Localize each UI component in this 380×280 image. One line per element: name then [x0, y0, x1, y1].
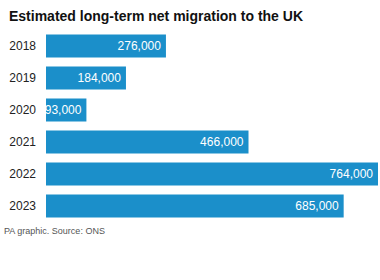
svg-text:466,000: 466,000: [200, 135, 244, 149]
svg-text:184,000: 184,000: [78, 71, 122, 85]
svg-text:2021: 2021: [9, 135, 36, 149]
svg-text:764,000: 764,000: [330, 167, 374, 181]
svg-text:276,000: 276,000: [118, 39, 162, 53]
svg-text:2023: 2023: [9, 199, 36, 213]
svg-text:2022: 2022: [9, 167, 36, 181]
svg-text:2018: 2018: [9, 39, 36, 53]
svg-text:PA graphic. Source: ONS: PA graphic. Source: ONS: [4, 226, 105, 236]
svg-text:2019: 2019: [9, 71, 36, 85]
svg-text:93,000: 93,000: [45, 103, 82, 117]
svg-text:Estimated long-term net migrat: Estimated long-term net migration to the…: [9, 8, 303, 24]
svg-text:2020: 2020: [9, 103, 36, 117]
svg-text:685,000: 685,000: [295, 199, 339, 213]
